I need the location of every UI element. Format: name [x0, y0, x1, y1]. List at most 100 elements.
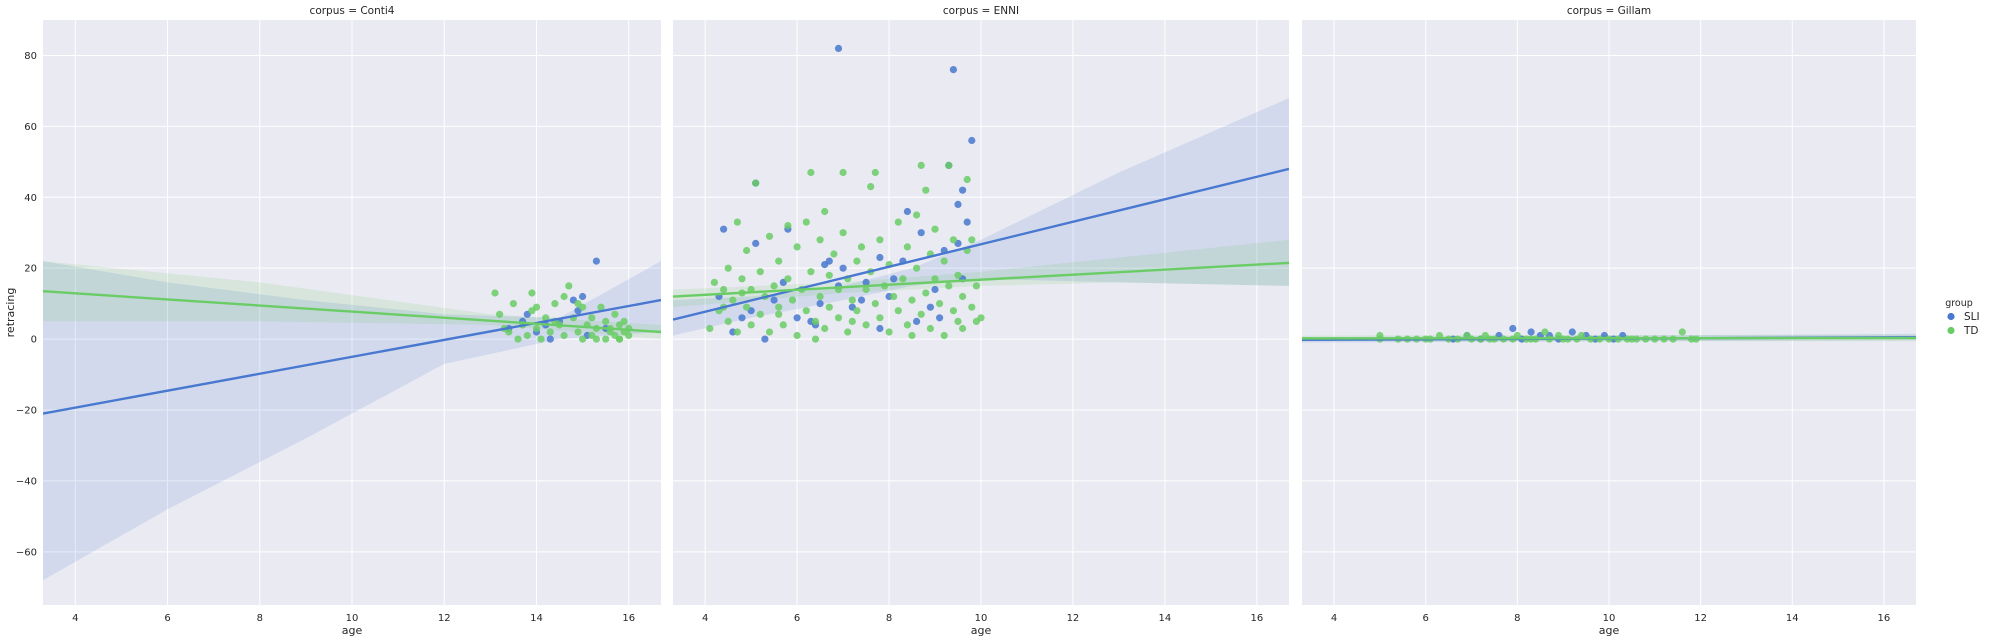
point-td	[849, 318, 856, 325]
point-td	[748, 321, 755, 328]
point-td	[812, 336, 819, 343]
point-td	[794, 243, 801, 250]
x-tick-label: 6	[164, 613, 170, 624]
legend-label-td: TD	[1963, 325, 1979, 337]
point-sli	[913, 318, 920, 325]
y-axis-label: retracing	[4, 288, 17, 338]
y-tick-label: 20	[24, 264, 37, 275]
point-sli	[959, 187, 966, 194]
point-td	[771, 282, 778, 289]
point-td	[616, 336, 623, 343]
point-td	[918, 162, 925, 169]
point-sli	[817, 300, 824, 307]
point-td	[752, 180, 759, 187]
point-sli	[964, 219, 971, 226]
point-sli	[752, 240, 759, 247]
point-sli	[738, 314, 745, 321]
point-td	[899, 275, 906, 282]
point-td	[625, 332, 632, 339]
point-sli	[1528, 328, 1535, 335]
point-sli	[954, 201, 961, 208]
point-td	[496, 311, 503, 318]
point-td	[945, 282, 952, 289]
x-tick-label: 10	[1603, 613, 1616, 624]
x-tick-label: 16	[1250, 613, 1263, 624]
point-td	[908, 332, 915, 339]
point-td	[803, 219, 810, 226]
point-td	[784, 222, 791, 229]
point-td	[973, 282, 980, 289]
point-td	[706, 325, 713, 332]
x-tick-label: 4	[702, 613, 708, 624]
point-td	[977, 314, 984, 321]
point-sli	[794, 314, 801, 321]
point-td	[743, 247, 750, 254]
point-td	[931, 226, 938, 233]
point-td	[826, 304, 833, 311]
point-td	[872, 300, 879, 307]
y-tick-label: −20	[16, 406, 37, 417]
point-td	[895, 219, 902, 226]
point-td	[528, 307, 535, 314]
point-td	[533, 325, 540, 332]
point-td	[775, 304, 782, 311]
point-td	[867, 183, 874, 190]
point-td	[904, 321, 911, 328]
point-sli	[950, 66, 957, 73]
point-sli	[936, 314, 943, 321]
y-tick-label: −60	[16, 547, 37, 558]
point-sli	[835, 45, 842, 52]
point-td	[908, 297, 915, 304]
point-td	[876, 314, 883, 321]
x-tick-label: 16	[622, 613, 635, 624]
point-td	[602, 336, 609, 343]
point-td	[840, 229, 847, 236]
legend-title: group	[1945, 298, 1973, 309]
point-td	[734, 328, 741, 335]
point-td	[621, 318, 628, 325]
point-td	[954, 318, 961, 325]
x-axis-label: age	[1599, 624, 1620, 636]
x-tick-label: 8	[1514, 613, 1520, 624]
x-axis-label: age	[342, 624, 363, 636]
point-sli	[593, 258, 600, 265]
point-td	[950, 236, 957, 243]
point-td	[835, 314, 842, 321]
point-td	[927, 325, 934, 332]
point-td	[729, 297, 736, 304]
x-tick-label: 14	[1159, 613, 1172, 624]
point-sli	[720, 226, 727, 233]
point-td	[574, 328, 581, 335]
point-td	[551, 300, 558, 307]
point-sli	[1509, 325, 1516, 332]
point-td	[812, 318, 819, 325]
point-td	[574, 300, 581, 307]
point-sli	[579, 293, 586, 300]
x-tick-label: 12	[438, 613, 451, 624]
x-tick-label: 8	[886, 613, 892, 624]
point-td	[538, 336, 545, 343]
point-td	[491, 289, 498, 296]
point-td	[922, 289, 929, 296]
point-sli	[876, 254, 883, 261]
point-td	[807, 169, 814, 176]
point-td	[844, 328, 851, 335]
y-tick-label: 40	[24, 193, 37, 204]
point-td	[528, 289, 535, 296]
point-td	[757, 268, 764, 275]
point-td	[743, 304, 750, 311]
point-td	[886, 328, 893, 335]
point-td	[794, 332, 801, 339]
point-td	[840, 169, 847, 176]
point-td	[807, 268, 814, 275]
point-td	[941, 332, 948, 339]
legend-marker-sli	[1947, 313, 1954, 320]
x-tick-label: 14	[1786, 613, 1799, 624]
y-tick-label: 60	[24, 122, 37, 133]
point-td	[872, 169, 879, 176]
x-axis-label: age	[971, 624, 992, 636]
point-td	[775, 258, 782, 265]
